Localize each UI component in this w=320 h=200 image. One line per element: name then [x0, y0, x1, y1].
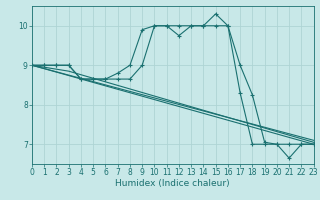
- X-axis label: Humidex (Indice chaleur): Humidex (Indice chaleur): [116, 179, 230, 188]
